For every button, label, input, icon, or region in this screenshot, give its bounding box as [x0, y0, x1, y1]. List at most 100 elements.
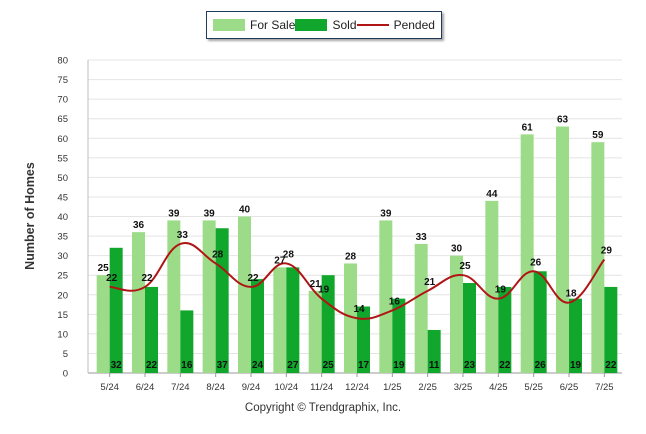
sold-value-label: 19: [570, 360, 582, 371]
for-sale-bar: [591, 142, 605, 373]
for-sale-bar: [344, 263, 357, 373]
sold-value-label: 32: [111, 360, 123, 371]
sold-bar: [286, 267, 300, 373]
y-axis-title: Number of Homes: [23, 162, 37, 270]
for-sale-bar: [414, 243, 428, 373]
sold-value-label: 17: [358, 360, 370, 371]
legend-item-sold[interactable]: Sold: [295, 18, 357, 32]
sold-bar: [392, 298, 406, 373]
sold-bar: [357, 306, 370, 373]
x-tick-label: 12/24: [345, 382, 369, 393]
for-sale-value-label: 28: [345, 251, 357, 262]
sold-bar: [251, 279, 264, 373]
pended-line: [109, 242, 606, 320]
pended-value-label: 33: [177, 230, 189, 241]
y-tick-label: 75: [57, 75, 68, 86]
x-tick-label: 5/25: [524, 382, 543, 393]
sold-bar: [604, 286, 618, 373]
for-sale-bar: [308, 290, 322, 373]
x-tick-label: 3/25: [454, 382, 473, 393]
legend-label-for-sale: For Sale: [250, 18, 296, 32]
sold-bar: [463, 283, 476, 373]
y-tick-label: 20: [57, 290, 68, 301]
for-sale-bar: [520, 134, 534, 373]
legend-label-sold: Sold: [332, 18, 357, 32]
for-sale-value-label: 39: [168, 208, 180, 219]
pended-value-label: 18: [565, 289, 577, 300]
sold-value-label: 25: [323, 360, 335, 371]
for-sale-bar: [556, 126, 569, 373]
sold-bar: [498, 286, 512, 373]
for-sale-value-label: 21: [310, 279, 322, 290]
x-tick-label: 7/25: [595, 382, 614, 393]
data-labels: 2532223622223916333937284024222727282125…: [98, 115, 617, 371]
for-sale-bar: [238, 216, 251, 373]
y-tick-label: 40: [57, 212, 68, 223]
x-tick-label: 11/24: [310, 382, 333, 393]
for-sale-value-label: 36: [133, 220, 145, 231]
x-tick-label: 1/25: [383, 382, 402, 393]
legend-item-pended[interactable]: Pended: [356, 18, 435, 32]
sold-value-label: 11: [429, 360, 440, 371]
x-tick-label: 5/24: [100, 382, 119, 393]
legend-item-for-sale[interactable]: For Sale: [213, 18, 295, 32]
y-tick-label: 80: [57, 56, 68, 67]
y-tick-label: 60: [57, 134, 68, 145]
pended-value-label: 21: [424, 277, 436, 288]
sold-value-label: 16: [181, 360, 193, 371]
copyright-text: Copyright © Trendgraphix, Inc.: [244, 402, 402, 414]
pended-value-label: 22: [141, 273, 153, 284]
sold-value-label: 27: [287, 360, 299, 371]
for-sale-bar: [96, 275, 110, 373]
for-sale-swatch-icon: [213, 19, 246, 31]
for-sale-value-label: 61: [522, 122, 534, 133]
sold-bar: [321, 275, 335, 373]
pended-value-label: 26: [530, 257, 542, 268]
for-sale-value-label: 30: [451, 244, 463, 255]
pended-value-label: 19: [495, 285, 507, 296]
sold-value-label: 26: [535, 360, 547, 371]
for-sale-value-label: 39: [204, 208, 216, 219]
sold-bar: [533, 271, 547, 373]
y-tick-label: 65: [57, 114, 68, 125]
y-axis: 0 5 10 15 20 25 30 35 40 45 50 55 60 65 70 75 80: [57, 56, 68, 380]
x-tick-label: 6/25: [560, 382, 579, 393]
for-sale-value-label: 25: [98, 263, 110, 274]
for-sale-value-label: 27: [274, 255, 286, 266]
for-sale-value-label: 39: [380, 208, 392, 219]
x-tick-label: 2/25: [418, 382, 437, 393]
y-tick-label: 45: [57, 192, 68, 203]
x-axis: 5/24 6/24 7/24 8/24 9/24 10/24 11/24 12/24 1/25 2…: [100, 373, 614, 393]
sold-value-label: 23: [464, 360, 476, 371]
sold-bar: [145, 286, 158, 373]
y-tick-label: 70: [57, 95, 68, 106]
y-tick-label: 15: [57, 310, 68, 321]
sold-bar: [569, 298, 582, 373]
y-tick-label: 55: [57, 153, 68, 164]
sold-value-label: 22: [146, 360, 158, 371]
x-tick-label: 7/24: [171, 382, 190, 393]
pended-value-label: 25: [459, 261, 471, 272]
x-tick-label: 10/24: [274, 382, 298, 393]
pended-value-label: 28: [212, 249, 224, 260]
y-tick-label: 10: [57, 329, 68, 340]
for-sale-value-label: 33: [416, 232, 428, 243]
for-sale-bar: [132, 232, 145, 373]
y-tick-label: 0: [63, 369, 68, 380]
y-tick-label: 25: [57, 271, 68, 282]
pended-value-label: 16: [389, 296, 401, 307]
pended-value-label: 28: [283, 249, 295, 260]
sold-bar: [427, 329, 441, 373]
legend: For Sale Sold Pended: [206, 11, 442, 39]
y-tick-label: 30: [57, 251, 68, 262]
sold-value-label: 37: [217, 360, 229, 371]
for-sale-value-label: 44: [486, 189, 498, 200]
sold-bar: [109, 247, 123, 373]
pended-line-series: [109, 242, 606, 320]
for-sale-value-label: 40: [239, 205, 251, 216]
x-tick-label: 9/24: [242, 382, 261, 393]
pended-value-label: 29: [601, 246, 613, 257]
x-tick-label: 4/25: [489, 382, 508, 393]
pended-value-label: 22: [106, 273, 118, 284]
